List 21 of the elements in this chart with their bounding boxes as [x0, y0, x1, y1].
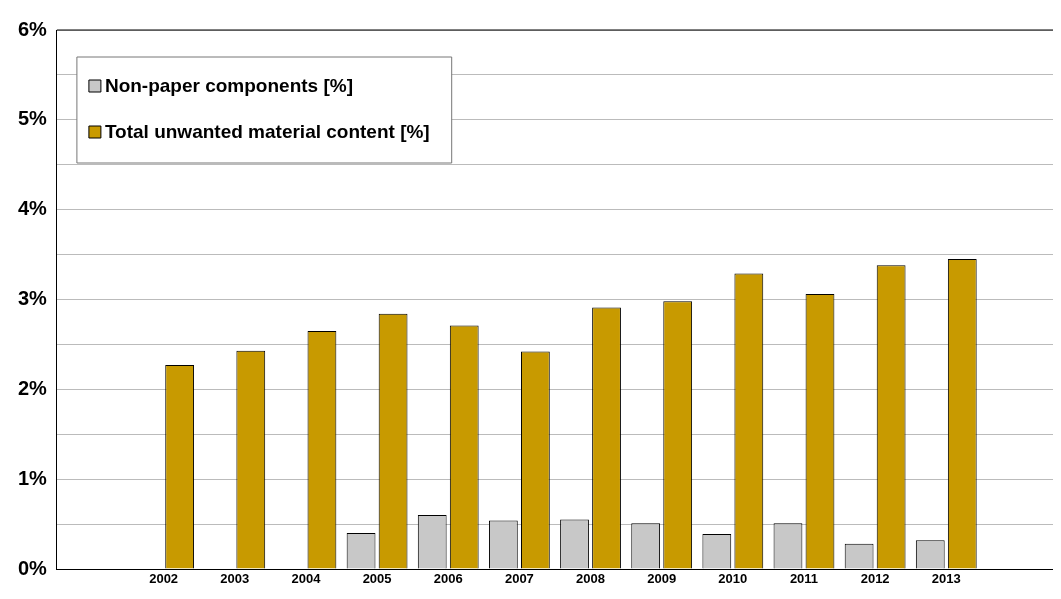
- x-tick-label: 2002: [149, 571, 179, 587]
- x-tick-label: 2003: [220, 571, 250, 587]
- x-tick-label: 2006: [433, 571, 463, 587]
- y-tick-label: 2%: [18, 376, 48, 399]
- y-tick-label: 4%: [18, 197, 48, 220]
- x-tick-label: 2007: [504, 571, 534, 587]
- x-tick-label: 2009: [647, 571, 677, 587]
- x-tick-label: 2010: [718, 571, 748, 587]
- y-tick-label: 6%: [18, 17, 48, 40]
- x-tick-label: 2012: [860, 571, 890, 587]
- y-tick-label: 1%: [18, 466, 48, 489]
- y-tick-label: 5%: [18, 107, 48, 130]
- x-tick-label: 2011: [789, 571, 819, 587]
- x-tick-label: 2008: [576, 571, 605, 587]
- x-tick-label: 2013: [931, 571, 961, 587]
- x-tick-label: 2005: [362, 571, 392, 587]
- x-tick-label: 2004: [291, 571, 322, 587]
- legend-label: Non-paper components [%]: [104, 75, 353, 97]
- y-tick-label: 0%: [18, 556, 48, 579]
- y-tick-label: 3%: [18, 287, 48, 310]
- legend-label: Total unwanted material content [%]: [104, 121, 430, 143]
